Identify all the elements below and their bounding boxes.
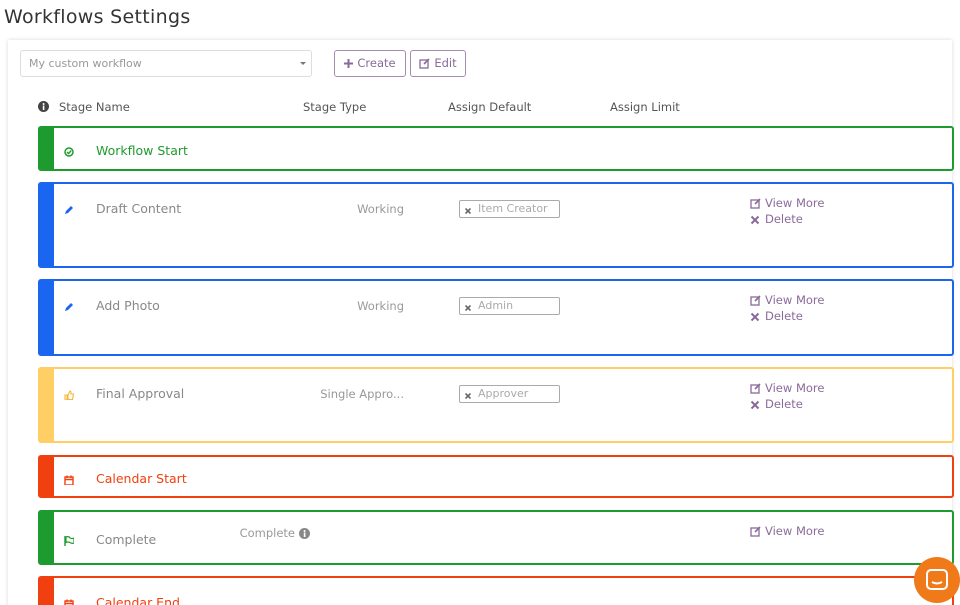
column-header: Assign Limit [610, 100, 680, 114]
stage-type-text: Single Appro... [320, 387, 404, 401]
stage-icon-shape [65, 303, 73, 311]
assignee-tag: Item Creator [459, 200, 560, 218]
stage-icon-shape [64, 146, 74, 157]
action-icon [750, 215, 760, 224]
caret [300, 62, 306, 65]
stage-row[interactable]: Calendar Start [38, 455, 954, 498]
stage-action[interactable]: View More [750, 524, 824, 538]
stage-name: Workflow Start [96, 142, 188, 158]
stage-type: Working [357, 202, 404, 216]
assignee-name: Item Creator [478, 202, 548, 215]
stage-action[interactable]: View More [750, 381, 824, 395]
stage-row[interactable]: Add Photo Working Admin View More Delete [38, 279, 954, 356]
info-icon [299, 527, 310, 539]
stage-type-text: Working [357, 202, 404, 216]
stage-name: Add Photo [96, 298, 160, 313]
stage-action[interactable]: Delete [750, 397, 803, 411]
stage-icon [64, 385, 75, 404]
stage-row[interactable]: Calendar End [38, 576, 954, 605]
button-label: Create [357, 56, 396, 70]
stage-row[interactable]: Complete Complete View More [38, 510, 954, 565]
action-icon [750, 382, 761, 394]
action-label: Delete [765, 309, 803, 323]
column-header: Stage Name [59, 100, 130, 114]
remove-icon[interactable] [465, 305, 471, 311]
stage-name: Calendar End [96, 595, 180, 605]
edit-icon [419, 58, 430, 69]
stage-icon-shape [64, 599, 74, 605]
action-label: Delete [765, 212, 803, 226]
workflow-select[interactable]: My custom workflow [20, 50, 312, 77]
stage-icon-shape [65, 206, 73, 214]
assignee-name: Admin [478, 299, 514, 312]
action-icon [750, 197, 761, 209]
stage-icon-shape [64, 535, 75, 546]
action-label: View More [765, 524, 825, 538]
stage-icon [64, 142, 74, 161]
stage-name: Draft Content [96, 201, 182, 216]
assignee-name: Approver [478, 387, 529, 400]
plus-icon [344, 59, 354, 68]
stage-action[interactable]: View More [750, 293, 824, 307]
button-label: Edit [434, 56, 457, 70]
remove-icon[interactable] [465, 208, 471, 214]
chat-button[interactable] [914, 557, 960, 603]
stage-icon [64, 200, 74, 219]
stage-name: Calendar Start [96, 470, 187, 486]
assignee-tag: Approver [459, 385, 560, 403]
stage-row[interactable]: Final Approval Single Appro... Approver Vie… [38, 367, 954, 443]
info-icon [38, 101, 49, 112]
action-icon [750, 294, 761, 306]
stage-name: Final Approval [96, 386, 185, 401]
column-header: Assign Default [448, 100, 532, 114]
select-text: My custom workflow [29, 57, 142, 70]
stage-type: Working [357, 299, 404, 313]
create-button[interactable]: Create [334, 50, 406, 77]
stage-icon [64, 297, 74, 316]
stage-row[interactable]: Workflow Start [38, 126, 954, 171]
action-label: View More [765, 293, 825, 307]
page-title: Workflows Settings [4, 6, 191, 28]
stage-action[interactable]: View More [750, 196, 824, 210]
stage-icon [64, 531, 75, 550]
stage-type: Complete [240, 526, 310, 540]
edit-button[interactable]: Edit [410, 50, 466, 77]
stage-action[interactable]: Delete [750, 212, 803, 226]
assignee-tag: Admin [459, 297, 560, 315]
stage-icon [64, 594, 74, 605]
stage-action[interactable]: Delete [750, 309, 803, 323]
action-label: View More [765, 196, 825, 210]
stage-icon-shape [64, 475, 74, 486]
remove-icon[interactable] [465, 393, 471, 399]
stage-type-text: Complete [239, 526, 295, 540]
stage-type-text: Working [357, 299, 404, 313]
action-label: View More [765, 381, 825, 395]
stage-row[interactable]: Draft Content Working Item Creator View Mor… [38, 182, 954, 268]
action-label: Delete [765, 397, 803, 411]
action-icon [750, 525, 761, 537]
action-icon [750, 312, 760, 321]
chat-icon [926, 569, 948, 590]
column-header: Stage Type [303, 100, 367, 114]
stage-icon [64, 470, 74, 489]
stage-type: Single Appro... [320, 387, 404, 401]
stage-name: Complete [96, 531, 157, 547]
stage-icon-shape [64, 390, 75, 401]
action-icon [750, 400, 760, 409]
